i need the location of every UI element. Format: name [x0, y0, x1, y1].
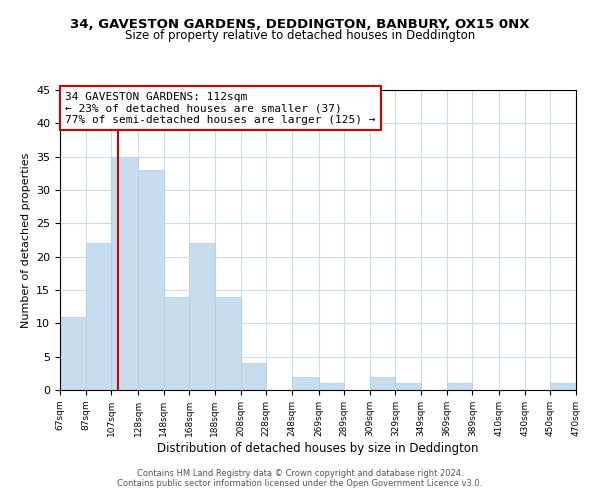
Bar [138, 170, 164, 390]
Text: Contains public sector information licensed under the Open Government Licence v3: Contains public sector information licen… [118, 478, 482, 488]
Bar [370, 376, 395, 390]
Bar [190, 244, 215, 390]
Text: Contains HM Land Registry data © Crown copyright and database right 2024.: Contains HM Land Registry data © Crown c… [137, 468, 463, 477]
Bar [319, 384, 344, 390]
Bar [550, 384, 576, 390]
Bar [215, 296, 241, 390]
Y-axis label: Number of detached properties: Number of detached properties [20, 152, 31, 328]
Bar [86, 244, 111, 390]
Bar [292, 376, 319, 390]
X-axis label: Distribution of detached houses by size in Deddington: Distribution of detached houses by size … [157, 442, 479, 454]
Bar [395, 384, 421, 390]
Bar [241, 364, 266, 390]
Bar [60, 316, 86, 390]
Text: 34 GAVESTON GARDENS: 112sqm
← 23% of detached houses are smaller (37)
77% of sem: 34 GAVESTON GARDENS: 112sqm ← 23% of det… [65, 92, 376, 124]
Bar [446, 384, 472, 390]
Text: 34, GAVESTON GARDENS, DEDDINGTON, BANBURY, OX15 0NX: 34, GAVESTON GARDENS, DEDDINGTON, BANBUR… [70, 18, 530, 30]
Bar [164, 296, 190, 390]
Text: Size of property relative to detached houses in Deddington: Size of property relative to detached ho… [125, 29, 475, 42]
Bar [111, 156, 138, 390]
